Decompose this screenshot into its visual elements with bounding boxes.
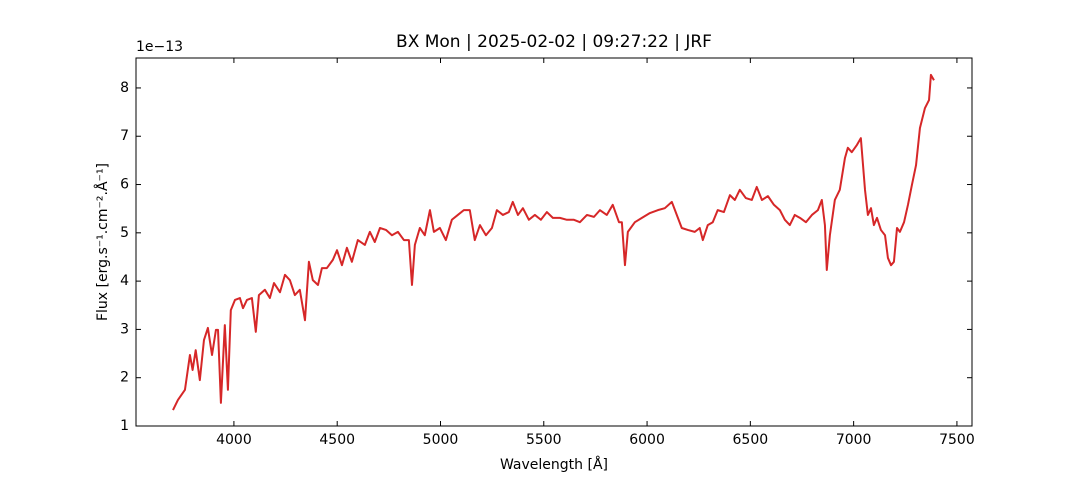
x-tick-label: 5000 bbox=[423, 432, 459, 448]
y-tick-label: 6 bbox=[120, 177, 129, 193]
x-tick-label: 4500 bbox=[319, 432, 355, 448]
x-axis-label: Wavelength [Å] bbox=[500, 456, 608, 473]
x-tick-label: 7000 bbox=[836, 432, 872, 448]
x-tick-label: 4000 bbox=[216, 432, 252, 448]
y-offset-label: 1e−13 bbox=[136, 39, 183, 55]
y-tick-label: 8 bbox=[120, 80, 129, 96]
y-tick-label: 3 bbox=[120, 321, 129, 337]
y-tick-label: 2 bbox=[120, 370, 129, 386]
y-tick-label: 7 bbox=[120, 128, 129, 144]
chart-title: BX Mon | 2025-02-02 | 09:27:22 | JRF bbox=[396, 32, 712, 52]
y-axis-label: Flux [erg.s⁻¹.cm⁻².Å⁻¹] bbox=[94, 163, 111, 321]
x-tick-label: 6000 bbox=[629, 432, 665, 448]
y-tick-label: 4 bbox=[120, 273, 129, 289]
x-tick-label: 7500 bbox=[939, 432, 975, 448]
y-tick-label: 1 bbox=[120, 418, 129, 434]
y-tick-label: 5 bbox=[120, 225, 129, 241]
x-tick-label: 5500 bbox=[526, 432, 562, 448]
spectrum-line bbox=[172, 73, 935, 411]
x-tick-label: 6500 bbox=[733, 432, 769, 448]
plot-frame bbox=[135, 57, 973, 427]
